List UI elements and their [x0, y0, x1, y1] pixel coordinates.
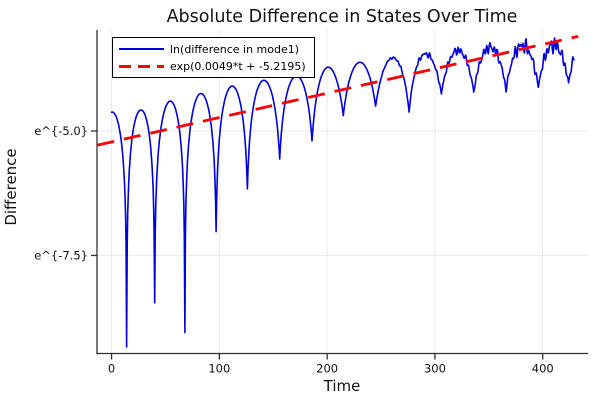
y-tick-label: e^{-5.0}	[34, 124, 88, 138]
series-layer	[97, 34, 579, 348]
chart-title: Absolute Difference in States Over Time	[167, 7, 518, 27]
legend: ln(difference in mode1) exp(0.0049*t + -…	[112, 37, 315, 78]
y-tick-label: e^{-7.5}	[34, 248, 88, 262]
legend-entry: exp(0.0049*t + -5.2195)	[119, 58, 306, 74]
legend-red-dashed-swatch-icon	[119, 64, 164, 68]
legend-label-series: ln(difference in mode1)	[170, 42, 300, 56]
difference-series-line	[110, 37, 575, 348]
legend-entry: ln(difference in mode1)	[119, 41, 306, 57]
x-tick-label: 200	[316, 362, 338, 376]
x-tick-label: 400	[532, 362, 554, 376]
x-tick-label: 300	[424, 362, 446, 376]
tick-label-layer: 0 100 200 300 400 e^{-5.0} e^{-7.5}	[34, 124, 554, 375]
grid-layer	[97, 30, 588, 354]
fit-trend-line	[97, 34, 579, 147]
axes-layer	[91, 30, 588, 360]
x-tick-label: 0	[108, 362, 115, 376]
x-tick-label: 100	[208, 362, 230, 376]
legend-blue-line-swatch-icon	[119, 48, 164, 50]
x-axis-label: Time	[323, 377, 361, 395]
legend-label-fit: exp(0.0049*t + -5.2195)	[170, 59, 306, 73]
y-axis-label: Difference	[2, 148, 20, 225]
